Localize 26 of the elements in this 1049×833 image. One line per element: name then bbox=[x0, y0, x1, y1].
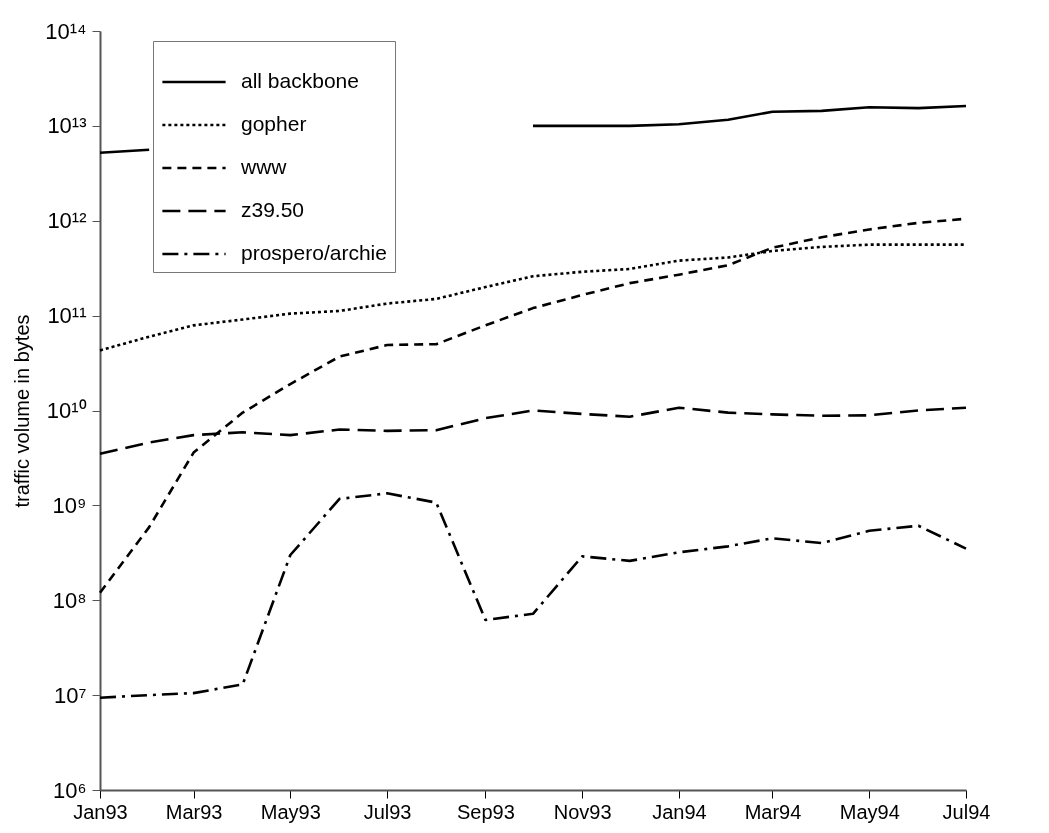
y-tick-label: 10¹³ bbox=[47, 113, 87, 139]
x-tick-label: Sep93 bbox=[457, 800, 515, 823]
y-tick-label: 10¹⁴ bbox=[45, 18, 87, 44]
x-tick-label: May93 bbox=[260, 800, 321, 823]
y-tick-label: 10⁸ bbox=[52, 587, 87, 613]
x-tick-label: May94 bbox=[839, 800, 900, 823]
legend-label: www bbox=[240, 155, 288, 178]
y-tick-label: 10¹¹ bbox=[47, 303, 87, 329]
y-tick-label: 10¹⁰ bbox=[46, 398, 87, 423]
y-tick-label: 10⁹ bbox=[52, 492, 87, 518]
x-tick-label: Nov93 bbox=[553, 800, 612, 823]
x-tick-label: Jan93 bbox=[73, 800, 128, 823]
legend-label: prospero/archie bbox=[241, 241, 387, 264]
legend-label: z39.50 bbox=[241, 198, 305, 221]
y-tick-label: 10⁶ bbox=[52, 777, 87, 803]
y-axis-title: traffic volume in bytes bbox=[11, 314, 34, 508]
y-tick-label: 10¹² bbox=[47, 208, 87, 234]
x-tick-label: Jul94 bbox=[942, 800, 991, 823]
legend-label: gopher bbox=[241, 112, 307, 135]
x-tick-label: Jan94 bbox=[652, 800, 707, 823]
y-tick-label: 10⁷ bbox=[54, 682, 87, 708]
x-tick-label: Mar94 bbox=[744, 800, 802, 823]
line-series bbox=[98, 492, 968, 699]
x-tick-label: Mar93 bbox=[165, 800, 223, 823]
x-tick-label: Jul93 bbox=[363, 800, 412, 823]
legend-label: all backbone bbox=[241, 69, 359, 92]
